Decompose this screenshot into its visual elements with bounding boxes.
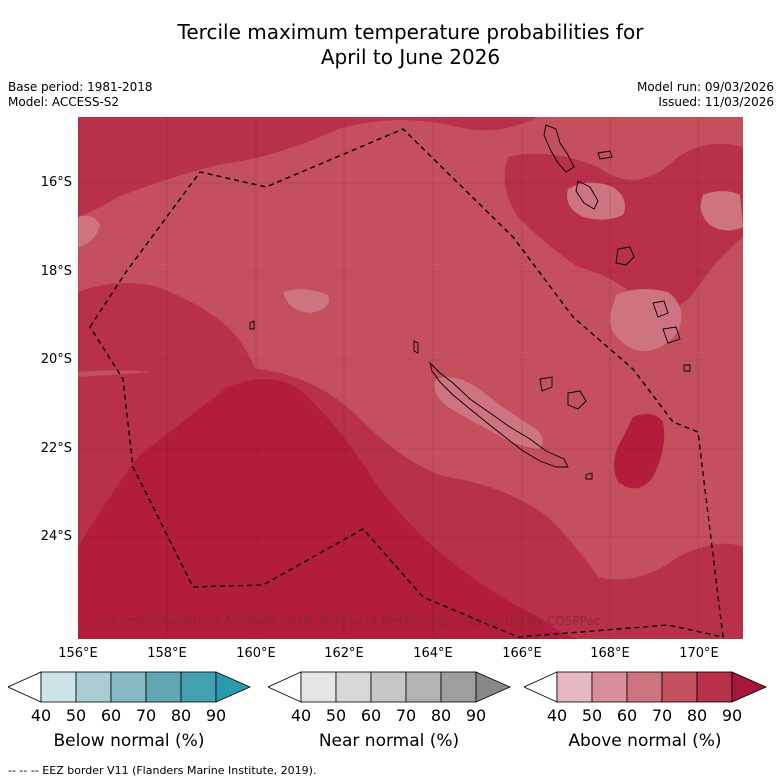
below-tick-80: 80 bbox=[170, 706, 192, 725]
above-tick-40: 40 bbox=[546, 706, 568, 725]
colorbar-below-svg bbox=[8, 671, 251, 703]
above-swatch-50-60 bbox=[591, 671, 628, 703]
colorbar-above-svg bbox=[524, 671, 767, 703]
map-svg bbox=[78, 117, 743, 639]
copyright-notice: © Commonwealth of Australia 2026, Bureau… bbox=[95, 614, 601, 628]
model-run: Model run: 09/03/2026 bbox=[636, 80, 774, 94]
below-swatch-40-50 bbox=[40, 671, 77, 703]
fiji-west-outline bbox=[662, 326, 681, 344]
above-tick-80: 80 bbox=[686, 706, 708, 725]
above-swatch-80-90 bbox=[696, 671, 733, 703]
loyalty-mare-outline bbox=[567, 390, 587, 410]
below-swatch-lt40 bbox=[8, 671, 42, 703]
malekula-outline bbox=[597, 150, 613, 160]
vanuatu-south-60-70-patch bbox=[609, 289, 682, 351]
below-tick-70: 70 bbox=[135, 706, 157, 725]
meta-left: Base period: 1981-2018 Model: ACCESS-S2 bbox=[8, 80, 153, 110]
eez-legend: -- -- -- EEZ border V11 (Flanders Marine… bbox=[8, 764, 317, 777]
title-line-2: April to June 2026 bbox=[320, 45, 501, 69]
above-swatch-70-80 bbox=[661, 671, 698, 703]
near-swatch-60-70 bbox=[370, 671, 407, 703]
below-swatch-70-80 bbox=[145, 671, 182, 703]
below-tick-50: 50 bbox=[65, 706, 87, 725]
below-tick-60: 60 bbox=[100, 706, 122, 725]
near-swatch-50-60 bbox=[335, 671, 372, 703]
loyalty-lifou-outline bbox=[539, 376, 553, 392]
below-swatch-50-60 bbox=[75, 671, 112, 703]
above-tick-50: 50 bbox=[581, 706, 603, 725]
lat-label-20s: 20°S bbox=[40, 352, 72, 367]
walpole-outline bbox=[683, 364, 691, 372]
title-line-1: Tercile maximum temperature probabilitie… bbox=[177, 20, 644, 44]
lat-label-24s: 24°S bbox=[40, 529, 72, 544]
east-edge-60-70-patch bbox=[700, 191, 743, 231]
above-normal-title: Above normal (%) bbox=[568, 731, 722, 751]
lon-label-170e: 170°E bbox=[679, 646, 719, 661]
east-90-plus-patch bbox=[614, 413, 665, 489]
new-caledonia-outline bbox=[429, 361, 569, 468]
lon-label-168e: 168°E bbox=[590, 646, 630, 661]
near-swatch-80-90 bbox=[440, 671, 477, 703]
near-swatch-lt40 bbox=[268, 671, 302, 703]
above-swatch-60-70 bbox=[626, 671, 663, 703]
west-edge-60-70-patch bbox=[78, 215, 100, 247]
lon-label-158e: 158°E bbox=[147, 646, 187, 661]
lon-label-160e: 160°E bbox=[236, 646, 276, 661]
eez-border bbox=[89, 128, 724, 638]
near-swatch-70-80 bbox=[405, 671, 442, 703]
aneityum-outline bbox=[652, 300, 669, 318]
above-tick-60: 60 bbox=[616, 706, 638, 725]
espiritu-santo-outline bbox=[543, 124, 575, 173]
belep-outline bbox=[413, 340, 419, 354]
lat-label-22s: 22°S bbox=[40, 441, 72, 456]
near-tick-40: 40 bbox=[290, 706, 312, 725]
model-name: Model: ACCESS-S2 bbox=[8, 95, 120, 109]
near-swatch-gt90 bbox=[475, 671, 511, 703]
lon-label-156e: 156°E bbox=[58, 646, 98, 661]
vanuatu-north-60-70-patch bbox=[567, 182, 626, 220]
above-tick-90: 90 bbox=[721, 706, 743, 725]
west-80-90-lobe bbox=[78, 283, 258, 377]
lat-label-16s: 16°S bbox=[40, 175, 72, 190]
lon-label-164e: 164°E bbox=[413, 646, 453, 661]
colorbar-near-svg bbox=[268, 671, 511, 703]
land-outlines bbox=[249, 124, 691, 480]
base-period: Base period: 1981-2018 bbox=[8, 80, 153, 94]
new-caledonia-60-70-patch bbox=[434, 377, 543, 449]
south-90-plus-core bbox=[78, 379, 578, 639]
below-normal-title: Below normal (%) bbox=[53, 731, 205, 751]
meta-right: Model run: 09/03/2026 Issued: 11/03/2026 bbox=[637, 80, 774, 110]
ne-80-90-band bbox=[504, 143, 743, 310]
below-tick-40: 40 bbox=[30, 706, 52, 725]
above-tick-70: 70 bbox=[651, 706, 673, 725]
near-swatch-40-50 bbox=[300, 671, 337, 703]
gridlines bbox=[78, 117, 743, 639]
below-swatch-gt90 bbox=[215, 671, 251, 703]
near-tick-50: 50 bbox=[325, 706, 347, 725]
above-swatch-gt90 bbox=[731, 671, 767, 703]
below-swatch-60-70 bbox=[110, 671, 147, 703]
isle-of-pines-outline bbox=[585, 472, 593, 480]
efate-outline bbox=[575, 180, 599, 210]
issued-date: Issued: 11/03/2026 bbox=[658, 95, 774, 109]
near-normal-title: Near normal (%) bbox=[318, 731, 460, 751]
near-tick-90: 90 bbox=[465, 706, 487, 725]
above-swatch-40-50 bbox=[556, 671, 593, 703]
lon-label-162e: 162°E bbox=[324, 646, 364, 661]
below-swatch-80-90 bbox=[180, 671, 217, 703]
probability-map[interactable] bbox=[78, 117, 743, 639]
below-tick-90: 90 bbox=[205, 706, 227, 725]
chart-title: Tercile maximum temperature probabilitie… bbox=[0, 20, 781, 70]
near-tick-70: 70 bbox=[395, 706, 417, 725]
north-80-90-band bbox=[78, 117, 538, 217]
mid-60-70-patch bbox=[283, 289, 329, 313]
near-tick-80: 80 bbox=[430, 706, 452, 725]
chesterfield-outline bbox=[249, 320, 255, 330]
tanna-outline bbox=[615, 246, 635, 266]
near-tick-60: 60 bbox=[360, 706, 382, 725]
lat-label-18s: 18°S bbox=[40, 264, 72, 279]
above-swatch-lt40 bbox=[524, 671, 558, 703]
lon-label-166e: 166°E bbox=[502, 646, 542, 661]
